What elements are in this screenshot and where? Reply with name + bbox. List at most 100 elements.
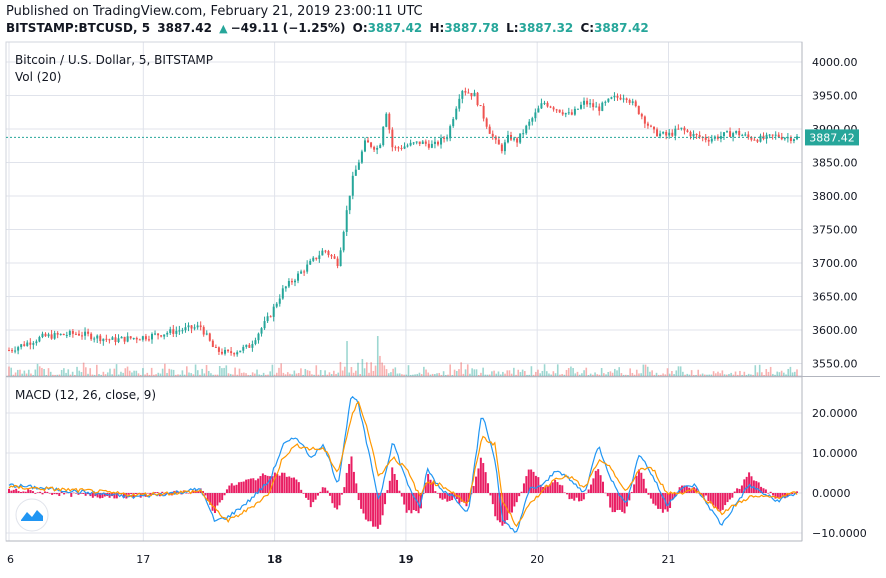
- volume-bar: [544, 364, 546, 376]
- histogram-bar: [384, 493, 386, 504]
- volume-bar: [533, 375, 535, 376]
- volume-bar: [10, 368, 12, 376]
- candle-body: [607, 99, 609, 102]
- histogram-bar: [82, 493, 84, 494]
- histogram-bar: [310, 493, 312, 507]
- volume-bar: [166, 373, 168, 376]
- histogram-bar: [566, 493, 568, 494]
- candle-body: [683, 128, 685, 131]
- candle-body: [337, 259, 339, 266]
- volume-bar: [495, 374, 497, 376]
- histogram-bar: [727, 493, 729, 502]
- volume-bar: [717, 372, 719, 376]
- volume-bar: [673, 374, 675, 376]
- candle-body: [610, 97, 612, 98]
- volume-bar: [592, 375, 594, 376]
- volume-bar: [39, 366, 41, 376]
- time-tick-label: 21: [662, 553, 676, 566]
- candle-body: [470, 93, 472, 96]
- histogram-bar: [465, 493, 467, 506]
- histogram-bar: [226, 489, 228, 493]
- histogram-bar: [506, 493, 508, 520]
- histogram-bar: [46, 492, 48, 493]
- volume-bar: [765, 369, 767, 376]
- histogram-bar: [288, 476, 290, 493]
- volume-bar: [215, 375, 217, 376]
- histogram-bar: [705, 493, 707, 495]
- candle-body: [14, 351, 16, 352]
- histogram-bar: [406, 493, 408, 513]
- histogram-bar: [70, 493, 72, 497]
- volume-bar: [524, 371, 526, 376]
- candle-body: [422, 142, 424, 144]
- candle-body: [315, 258, 317, 259]
- volume-bar: [452, 375, 454, 376]
- histogram-bar: [614, 493, 616, 512]
- histogram-bar: [554, 480, 556, 493]
- volume-bar: [528, 375, 530, 376]
- volume-bar: [478, 375, 480, 376]
- histogram-bar: [765, 489, 767, 493]
- histogram-bar: [8, 489, 10, 493]
- histogram-bar: [585, 493, 587, 494]
- candle-body: [674, 129, 676, 136]
- volume-bar: [686, 374, 688, 376]
- volume-bar: [456, 371, 458, 376]
- volume-bar: [421, 374, 423, 376]
- volume-bar: [379, 356, 381, 376]
- volume-bar: [118, 375, 120, 376]
- candle-body: [732, 133, 734, 137]
- volume-bar: [737, 375, 739, 376]
- histogram-bar: [339, 493, 341, 505]
- histogram-bar: [212, 493, 214, 511]
- candle-body: [644, 117, 646, 124]
- histogram-bar: [250, 479, 252, 493]
- macd-tick-label: 10.0000: [812, 447, 858, 460]
- candle-body: [209, 333, 211, 340]
- volume-bar: [640, 373, 642, 376]
- volume-bar: [408, 365, 410, 376]
- volume-bar: [28, 370, 30, 376]
- candle-body: [726, 131, 728, 132]
- candle-body: [218, 347, 220, 352]
- price-tick-label: 3550.00: [812, 358, 858, 371]
- volume-bar: [616, 370, 618, 376]
- volume-bar: [471, 368, 473, 376]
- volume-bar: [454, 370, 456, 376]
- candle-body: [522, 133, 524, 134]
- histogram-bar: [362, 493, 364, 513]
- volume-bar: [601, 368, 603, 376]
- volume-bar: [340, 362, 342, 376]
- volume-bar: [719, 373, 721, 376]
- histogram-bar: [592, 478, 594, 493]
- histogram-bar: [739, 489, 741, 493]
- tradingview-logo-button[interactable]: [16, 499, 48, 531]
- candle-body: [75, 334, 77, 335]
- candle-body: [379, 145, 381, 148]
- candle-body: [623, 98, 625, 99]
- volume-bar: [480, 373, 482, 376]
- volume-bar: [291, 374, 293, 376]
- candle-body: [66, 335, 68, 336]
- histogram-bar: [346, 473, 348, 493]
- price-tick-label: 3650.00: [812, 291, 858, 304]
- volume-bar: [759, 365, 761, 376]
- histogram-bar: [636, 476, 638, 493]
- volume-bar: [153, 375, 155, 376]
- volume-bar: [555, 373, 557, 376]
- candle-body: [35, 341, 37, 343]
- candle-body: [181, 330, 183, 331]
- volume-bar: [386, 369, 388, 376]
- histogram-bar: [18, 491, 20, 493]
- volume-bar: [783, 373, 785, 376]
- candle-body: [397, 147, 399, 148]
- candle-body: [501, 145, 503, 152]
- histogram-bar: [379, 493, 381, 525]
- volume-bar: [667, 368, 669, 376]
- candle-body: [87, 332, 89, 334]
- volume-bar: [436, 373, 438, 376]
- volume-bar: [748, 374, 750, 376]
- volume-bar: [76, 367, 78, 376]
- volume-bar: [449, 364, 451, 376]
